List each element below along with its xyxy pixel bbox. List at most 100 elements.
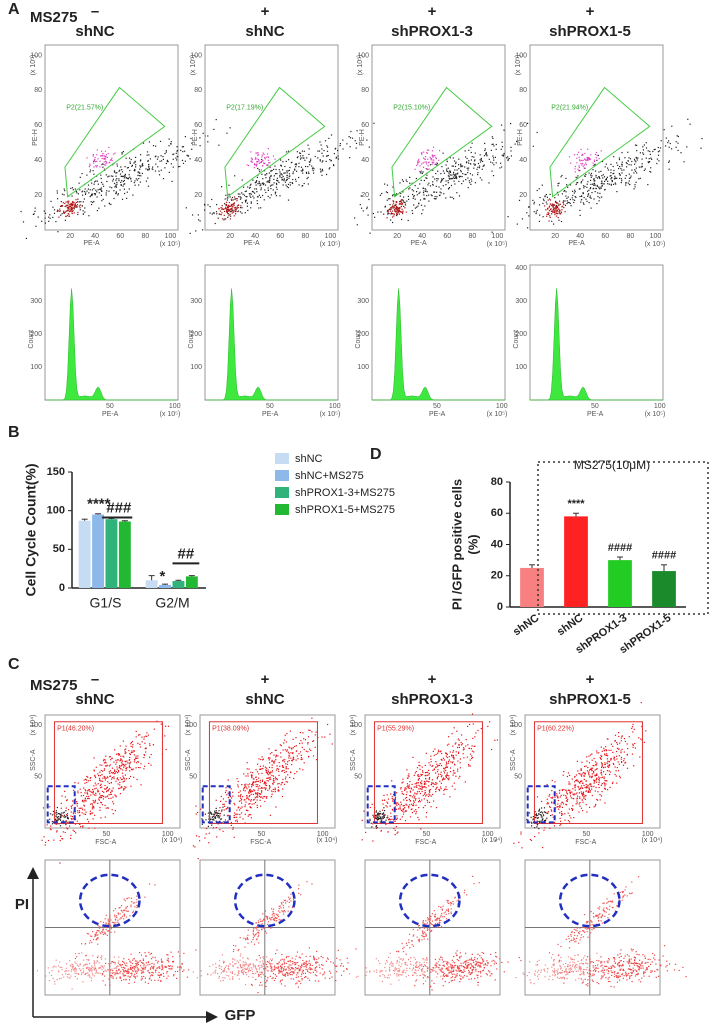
dot <box>127 968 129 970</box>
dot <box>230 800 232 802</box>
dot <box>95 970 97 972</box>
dot <box>286 170 288 172</box>
dot <box>133 750 135 752</box>
dot <box>260 196 262 198</box>
dot <box>104 776 106 778</box>
dot <box>137 970 139 972</box>
dot <box>268 748 270 750</box>
x-scale: (x 10⁵) <box>487 411 508 418</box>
dot <box>284 759 286 761</box>
dot <box>448 775 450 777</box>
dot <box>264 162 266 164</box>
dot <box>61 969 63 971</box>
dot <box>117 972 119 975</box>
dot <box>57 231 59 233</box>
dot <box>296 967 299 970</box>
dot <box>160 979 162 982</box>
dot <box>315 961 317 963</box>
dot <box>67 202 69 204</box>
dot <box>579 188 581 190</box>
dot <box>307 977 309 979</box>
dot <box>172 166 174 168</box>
dot <box>223 814 225 816</box>
dot <box>451 754 453 756</box>
dot <box>115 753 118 755</box>
dot <box>245 783 247 785</box>
dot <box>574 171 576 173</box>
dot <box>392 210 394 212</box>
dot <box>57 209 59 211</box>
dot <box>270 188 272 190</box>
dot <box>302 959 304 962</box>
dot <box>114 967 117 969</box>
dot <box>210 812 212 814</box>
x-tick-label: 100 <box>329 403 341 410</box>
dot <box>269 773 271 775</box>
dot <box>131 966 133 968</box>
dot <box>393 794 395 796</box>
dot <box>102 932 104 934</box>
dot <box>86 190 88 192</box>
dot <box>580 199 583 201</box>
dot <box>247 209 249 211</box>
dot <box>438 790 441 792</box>
dot <box>238 791 240 794</box>
dot <box>214 970 216 973</box>
dot <box>267 180 269 182</box>
dot <box>88 827 90 829</box>
dot <box>579 169 581 172</box>
dot <box>272 761 275 763</box>
dot <box>316 759 318 761</box>
dot <box>177 951 179 953</box>
dot <box>286 733 288 735</box>
dot <box>458 739 460 741</box>
dot <box>272 919 274 921</box>
dot <box>105 787 108 789</box>
dot <box>314 969 316 971</box>
dot <box>429 164 431 166</box>
dot <box>263 782 266 784</box>
dot <box>232 957 234 960</box>
dot <box>635 161 637 163</box>
y-tick-label: 80 <box>34 87 42 94</box>
dot <box>102 183 104 185</box>
dot <box>271 917 273 919</box>
dot <box>388 209 390 211</box>
dot <box>627 182 629 184</box>
dot <box>254 182 256 184</box>
dot <box>261 772 263 774</box>
dot <box>552 204 554 206</box>
dot <box>131 740 134 743</box>
dot <box>267 181 269 183</box>
dot <box>425 168 427 170</box>
dot <box>235 198 237 200</box>
dot <box>232 950 235 953</box>
dot <box>92 974 94 976</box>
dot <box>426 771 428 773</box>
dot <box>280 983 283 985</box>
dot <box>297 980 299 982</box>
dot <box>572 194 574 197</box>
dot <box>284 985 286 987</box>
dot <box>269 757 271 759</box>
dot <box>240 967 242 969</box>
dot <box>94 827 96 829</box>
dot <box>233 802 235 804</box>
dot <box>122 781 124 783</box>
dot <box>67 204 69 206</box>
dot <box>281 781 284 783</box>
dot <box>392 204 394 206</box>
dot <box>266 917 268 919</box>
dot <box>220 207 222 209</box>
dot <box>111 789 113 791</box>
dot <box>387 210 389 212</box>
dot <box>428 161 430 163</box>
dot <box>60 835 62 837</box>
dot <box>392 213 394 215</box>
dot <box>460 169 462 172</box>
dot <box>440 750 442 752</box>
histogram-area <box>45 288 178 401</box>
dot <box>288 969 290 971</box>
dot <box>136 901 138 903</box>
